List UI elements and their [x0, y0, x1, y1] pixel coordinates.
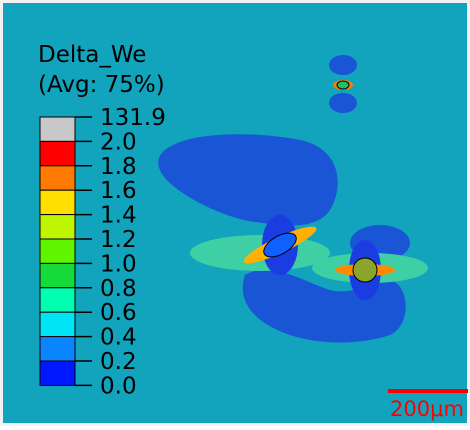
legend-label: 1.0: [100, 251, 137, 277]
blob: [329, 55, 357, 75]
legend-swatch: [39, 214, 76, 240]
legend-label: 0.2: [100, 349, 137, 375]
scale-bar-label: 200μm: [390, 397, 464, 421]
legend-subtitle: (Avg: 75%): [38, 72, 165, 98]
inclusion: [336, 80, 350, 90]
legend-swatch: [39, 140, 76, 167]
legend-label: 2.0: [100, 129, 137, 155]
inclusion: [263, 232, 297, 258]
legend-title: Delta_We: [38, 42, 146, 68]
legend-label: 0.4: [100, 325, 137, 351]
legend-swatch: [39, 311, 76, 338]
legend-label: 1.2: [100, 227, 137, 253]
legend-swatch: [39, 165, 76, 191]
legend-label: 131.9: [100, 105, 166, 131]
legend-swatch: [39, 336, 76, 362]
legend-label: 1.6: [100, 178, 137, 204]
legend-swatch: [39, 262, 76, 289]
legend-swatch: [39, 189, 76, 216]
legend-label: 1.8: [100, 154, 137, 180]
legend-swatch: [39, 287, 76, 313]
legend-swatch: [39, 360, 76, 386]
legend-label: 0.0: [100, 373, 137, 399]
legend: 131.92.01.81.61.41.21.00.80.60.40.20.0: [39, 105, 166, 399]
inclusion: [352, 257, 378, 283]
legend-swatch: [39, 116, 76, 142]
legend-label: 0.6: [100, 300, 137, 326]
contours: [158, 55, 428, 343]
blob: [329, 93, 357, 113]
legend-label: 1.4: [100, 203, 137, 229]
blob: [158, 134, 338, 226]
legend-label: 0.8: [100, 276, 137, 302]
legend-swatch: [39, 238, 76, 264]
